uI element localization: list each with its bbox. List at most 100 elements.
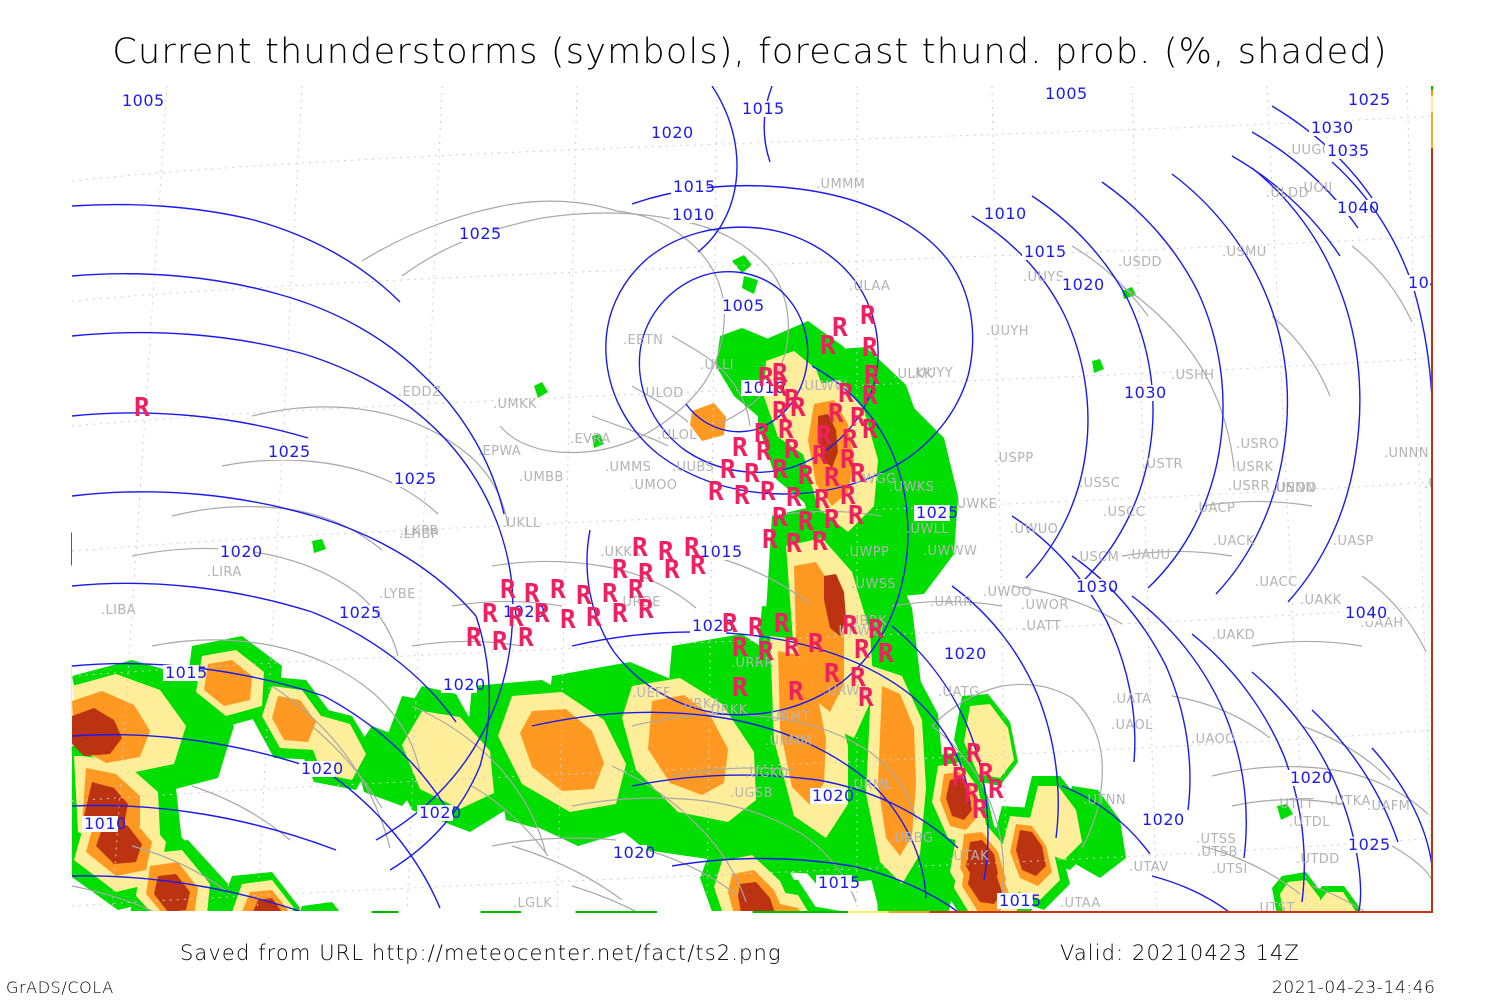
- svg-text:R: R: [862, 333, 878, 363]
- station-label: .LGLK: [513, 896, 552, 911]
- svg-text:R: R: [808, 629, 824, 659]
- isobar-label-mask: [1043, 86, 1079, 102]
- station-label: .USRR: [1228, 479, 1270, 494]
- station-label: .UWKS: [889, 480, 934, 495]
- isobar-label-mask: [690, 618, 726, 634]
- station-label: .UAKD: [1212, 628, 1255, 643]
- isobar-label-mask: [720, 298, 756, 314]
- svg-text:R: R: [814, 485, 830, 515]
- station-label: .UUGG: [1287, 143, 1332, 158]
- isobar-label: 1015: [700, 542, 743, 561]
- svg-text:R: R: [966, 739, 982, 769]
- isobar-label: 1020: [692, 616, 735, 635]
- producer-label: GrADS/COLA: [6, 978, 114, 997]
- station-label: .UARR: [930, 595, 973, 610]
- station-label: .LHBP: [399, 527, 439, 542]
- isobar-label: 1015: [818, 873, 861, 892]
- station-label: .UAOO: [1191, 732, 1236, 747]
- isobar-label: 1015: [999, 891, 1042, 910]
- svg-text:R: R: [952, 763, 968, 793]
- isobar-label-mask: [163, 665, 199, 681]
- isobar-label: 1045: [1408, 273, 1433, 292]
- coastlines-and-borders: [72, 200, 1433, 913]
- svg-text:R: R: [868, 615, 884, 645]
- isobar-label-mask: [997, 893, 1033, 909]
- isobar-label-mask: [698, 544, 734, 560]
- station-label: .USSC: [1079, 476, 1120, 491]
- svg-text:R: R: [560, 605, 576, 635]
- weather-map[interactable]: 1005 .EDDZ .UMKK .EETN .ULAA .ULOD .ULLI .ULOL…: [72, 86, 1433, 913]
- station-label: .UTSB: [1197, 845, 1238, 860]
- station-label: .ULAA: [849, 279, 890, 294]
- isobar-label: 1015: [165, 663, 208, 682]
- station-label: .USRK: [1232, 460, 1274, 475]
- svg-text:1005: 1005: [122, 91, 165, 110]
- svg-text:R: R: [756, 437, 772, 467]
- svg-text:R: R: [820, 331, 836, 361]
- station-label: .UTSI: [1212, 862, 1248, 877]
- station-label: .UACK: [1213, 534, 1255, 549]
- isobar-label-mask: [457, 226, 493, 242]
- isobar-label-mask: [649, 125, 685, 141]
- isobar-label: 1010: [672, 205, 715, 224]
- station-label: .UMOO: [630, 478, 677, 493]
- station-label: .URKA: [679, 697, 721, 712]
- isobar-label-mask: [441, 677, 477, 693]
- svg-text:R: R: [942, 743, 958, 773]
- isobar-label: 1010: [84, 814, 127, 833]
- svg-text:R: R: [816, 421, 832, 451]
- station-label: .ULOD: [641, 386, 684, 401]
- station-label: .UWGG: [848, 472, 897, 487]
- isobar-label-mask: [1346, 837, 1382, 853]
- station-label: .USCM: [1075, 550, 1119, 565]
- isobar-labels: 1005: [122, 91, 165, 110]
- station-label: .UBBG: [890, 831, 933, 846]
- station-label: .UATT: [1022, 619, 1061, 634]
- isobar-label: 1020: [301, 759, 344, 778]
- graticule-lines: [72, 86, 1433, 913]
- svg-text:R: R: [838, 379, 854, 409]
- svg-text:R: R: [754, 419, 770, 449]
- isobar-label: 1025: [1348, 835, 1391, 854]
- isobar-value-labels-group: 1005 1015 1025 1020 1030 1035 1015 1040 1010 1010…: [82, 86, 1433, 910]
- isobar-label: 1025: [916, 503, 959, 522]
- svg-text:R: R: [964, 779, 980, 809]
- svg-text:R: R: [612, 599, 628, 629]
- svg-text:R: R: [732, 673, 748, 703]
- svg-text:R: R: [684, 533, 700, 563]
- svg-text:R: R: [524, 579, 540, 609]
- isobar-label-mask: [1335, 200, 1371, 216]
- svg-text:R: R: [978, 759, 994, 789]
- isobar-label: 1010: [984, 204, 1027, 223]
- isobar-label-mask: [1074, 579, 1110, 595]
- svg-text:R: R: [798, 461, 814, 491]
- isobar-label-mask: [1343, 605, 1379, 621]
- svg-text:R: R: [774, 609, 790, 639]
- station-label: .UNBB: [1424, 477, 1433, 492]
- svg-text:R: R: [864, 361, 880, 391]
- svg-text:R: R: [758, 363, 774, 393]
- station-label: .UTAV: [1129, 860, 1169, 875]
- station-label: .EPWA: [478, 444, 521, 459]
- isobar-label-mask: [1309, 120, 1345, 136]
- station-label: .UUYY: [912, 366, 953, 381]
- isobar-lines: [72, 86, 1433, 913]
- isobar-label-mask: [942, 646, 978, 662]
- isobar-label: 1025: [1348, 90, 1391, 109]
- svg-text:R: R: [760, 477, 776, 507]
- station-label: .ULWW: [800, 379, 847, 394]
- station-label: .UATG: [938, 685, 980, 700]
- svg-text:R: R: [812, 527, 828, 557]
- station-label: .LIBA: [101, 603, 136, 618]
- isobar-label-mask: [810, 788, 846, 804]
- svg-text:R: R: [576, 581, 592, 611]
- isobar-label-mask: [299, 761, 335, 777]
- svg-text:R: R: [850, 459, 866, 489]
- station-label: .UAFM: [1367, 799, 1410, 814]
- station-label: .UEFF: [632, 686, 671, 701]
- station-label: .UWOR: [1021, 598, 1069, 613]
- isobar-label-mask: [1325, 143, 1361, 159]
- isobar-label: 1020: [812, 786, 855, 805]
- station-label: .UMBB: [519, 470, 564, 485]
- isobar-label-mask: [501, 604, 537, 620]
